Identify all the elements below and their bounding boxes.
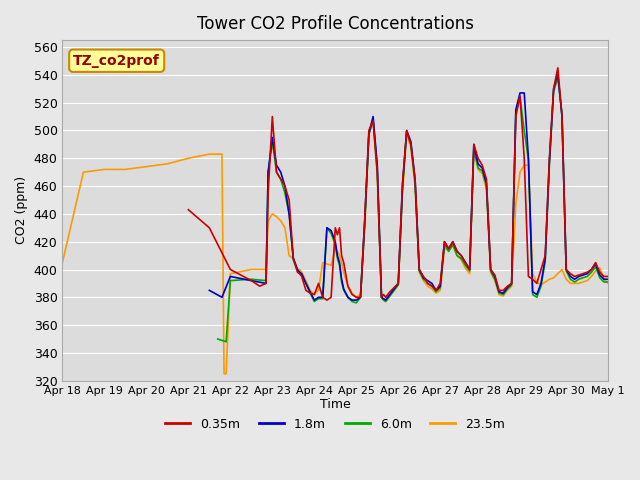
- Title: Tower CO2 Profile Concentrations: Tower CO2 Profile Concentrations: [197, 15, 474, 33]
- Y-axis label: CO2 (ppm): CO2 (ppm): [15, 176, 28, 244]
- Text: TZ_co2prof: TZ_co2prof: [74, 54, 160, 68]
- X-axis label: Time: Time: [320, 398, 351, 411]
- Legend: 0.35m, 1.8m, 6.0m, 23.5m: 0.35m, 1.8m, 6.0m, 23.5m: [160, 413, 510, 436]
